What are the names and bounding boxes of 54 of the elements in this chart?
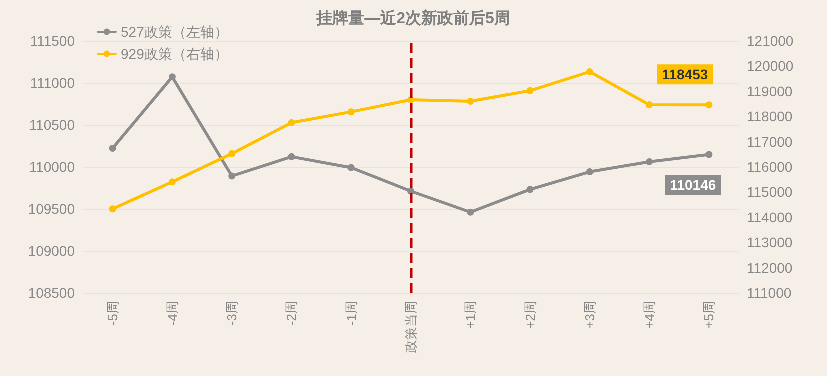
legend-label: 527政策（左轴） [121,24,228,40]
point [288,153,296,160]
x-tick-label: 政策当周 [404,301,418,353]
point [348,164,355,172]
point [526,186,534,194]
point [168,74,176,81]
y-tick-label: 111000 [30,75,76,91]
point [228,150,236,158]
y-tick-label: 111500 [30,33,76,49]
y2-tick-label: 117000 [747,134,793,150]
y2-tick-label: 111000 [747,285,792,301]
point [706,102,713,109]
y2-tick-label: 113000 [747,234,793,251]
point [706,151,713,158]
y2-tick-label: 121000 [747,33,794,49]
point [586,68,594,76]
y2-tick-label: 114000 [747,209,793,226]
point [288,119,296,126]
x-tick-label: -4周 [164,301,180,326]
x-tick-label: -2周 [284,301,300,326]
point [109,206,116,213]
point [168,178,176,186]
y-tick-label: 110500 [29,117,76,133]
x-tick-label: -5周 [105,301,120,326]
point [646,102,654,109]
y2-tick-label: 119000 [747,83,793,100]
point [586,168,594,176]
legend-label: 929政策（右轴） [121,46,228,62]
y-tick-label: 109000 [28,243,76,259]
chart-title: 挂牌量—近2次新政前后5周 [316,10,510,28]
y2-tick-label: 115000 [747,184,793,200]
x-tick-label: +5周 [702,301,717,329]
y-tick-label: 110000 [29,159,76,175]
point [467,208,474,216]
data-label: 118453 [662,66,708,83]
x-tick-label: -3周 [224,301,240,326]
x-tick-label: +2周 [522,301,538,329]
point [467,98,474,105]
point [228,172,236,180]
x-tick-label: -1周 [344,301,359,326]
data-label: 110146 [670,177,716,194]
point [109,145,116,152]
y-tick-label: 108500 [28,285,76,301]
x-tick-label: +1周 [463,301,478,329]
point [646,158,654,166]
y2-tick-label: 116000 [747,159,793,175]
point [348,108,355,116]
point [526,87,534,94]
y2-tick-label: 112000 [747,260,793,276]
y-tick-label: 109500 [28,201,76,217]
y2-tick-label: 120000 [747,58,794,74]
x-tick-label: +3周 [582,301,598,329]
y2-tick-label: 118000 [747,108,793,125]
x-tick-label: +4周 [642,301,658,329]
